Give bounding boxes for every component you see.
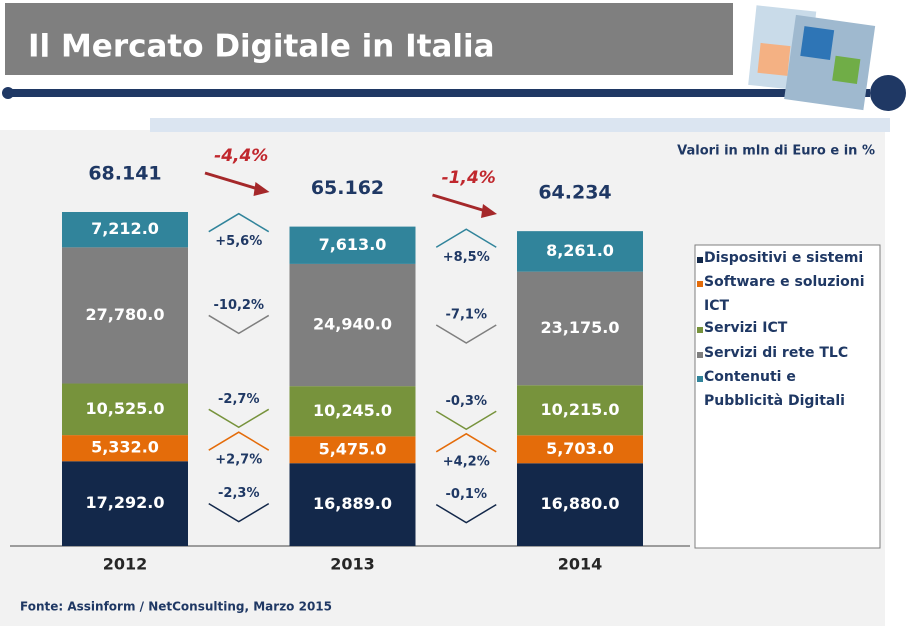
value-label: 10,245.0 (313, 401, 392, 420)
bar-segment (517, 271, 643, 386)
legend-swatch (697, 327, 703, 333)
bar-segment (517, 385, 643, 436)
bar-segment (289, 386, 416, 437)
change-chevron (208, 408, 270, 429)
bar-segment (289, 226, 416, 264)
legend-label: Dispositivi e sistemi (704, 250, 863, 266)
change-label: +4,2% (443, 454, 490, 469)
legend-label: Contenuti e Pubblicità Digitali (704, 369, 845, 409)
change-label: +5,6% (215, 234, 262, 249)
total-label: 65.162 (311, 177, 384, 199)
legend-swatch (697, 257, 703, 263)
value-label: 7,212.0 (91, 219, 159, 238)
legend-line: Contenuti e (704, 369, 796, 385)
value-label: 16,880.0 (541, 494, 620, 513)
bar-segment (62, 247, 188, 384)
change-label: +8,5% (443, 250, 490, 265)
legend-box (694, 244, 881, 549)
total-label: 68.141 (88, 163, 161, 185)
legend-label: Software e soluzioni ICT (704, 274, 865, 314)
logo (748, 5, 876, 111)
change-chevron (435, 410, 497, 431)
value-label: 24,940.0 (313, 315, 392, 334)
change-chevron (208, 431, 270, 451)
divider-circle (870, 75, 906, 111)
arrow-head (253, 182, 270, 196)
change-chevron (435, 503, 497, 524)
change-chevron (435, 228, 497, 248)
legend-swatch (697, 281, 703, 287)
value-label: 7,613.0 (319, 235, 387, 254)
change-label: -0,1% (446, 487, 487, 502)
value-label: 5,703.0 (546, 439, 614, 458)
value-label: 27,780.0 (86, 305, 165, 324)
value-label: 8,261.0 (546, 241, 614, 260)
x-tick-label: 2012 (103, 555, 148, 574)
total-change-arrow (204, 171, 262, 192)
bar-segment (62, 212, 188, 248)
legend-line: ICT (704, 298, 729, 314)
bar-segment (62, 435, 188, 462)
bar-segment (62, 461, 188, 546)
total-change-label: -4,4% (214, 146, 268, 166)
value-label: 17,292.0 (86, 493, 165, 512)
bar-segment (517, 435, 643, 464)
change-chevron (208, 212, 270, 233)
bar-segment (517, 463, 643, 546)
panel-strip (150, 118, 890, 132)
change-label: -10,2% (214, 298, 265, 313)
value-label: 10,525.0 (86, 399, 165, 418)
change-chevron (435, 324, 497, 344)
value-label: 23,175.0 (541, 318, 620, 337)
divider-end (2, 87, 14, 99)
total-change-arrow (432, 193, 490, 214)
change-label: -2,7% (218, 392, 259, 407)
value-label: 10,215.0 (541, 400, 620, 419)
x-tick-label: 2014 (558, 555, 603, 574)
total-change-label: -1,4% (442, 168, 496, 188)
total-label: 64.234 (538, 182, 611, 204)
legend-label: Servizi di rete TLC (704, 345, 848, 361)
value-label: 16,889.0 (313, 494, 392, 513)
legend-line: Software e soluzioni (704, 274, 865, 290)
bar-segment (289, 436, 416, 464)
value-label: 5,332.0 (91, 438, 159, 457)
change-label: +2,7% (215, 453, 262, 468)
change-chevron (208, 502, 270, 523)
change-chevron (435, 432, 497, 453)
change-label: -2,3% (218, 486, 259, 501)
bar-segment (289, 463, 416, 546)
bar-segment (517, 231, 643, 272)
legend-line: Pubblicità Digitali (704, 393, 845, 409)
bar-segment (62, 383, 188, 436)
note: Valori in mln di Euro e in % (677, 144, 875, 159)
bar-segment (289, 263, 416, 387)
change-label: -0,3% (446, 394, 487, 409)
arrow-head (481, 204, 497, 218)
change-chevron (208, 314, 270, 335)
value-label: 5,475.0 (319, 439, 387, 458)
legend-swatch (697, 352, 703, 358)
legend-swatch (697, 376, 703, 382)
change-label: -7,1% (446, 308, 487, 323)
title-bar (5, 3, 733, 75)
legend-label: Servizi ICT (704, 320, 788, 336)
title: Il Mercato Digitale in Italia (28, 29, 495, 65)
source: Fonte: Assinform / NetConsulting, Marzo … (20, 600, 332, 614)
x-tick-label: 2013 (330, 555, 375, 574)
